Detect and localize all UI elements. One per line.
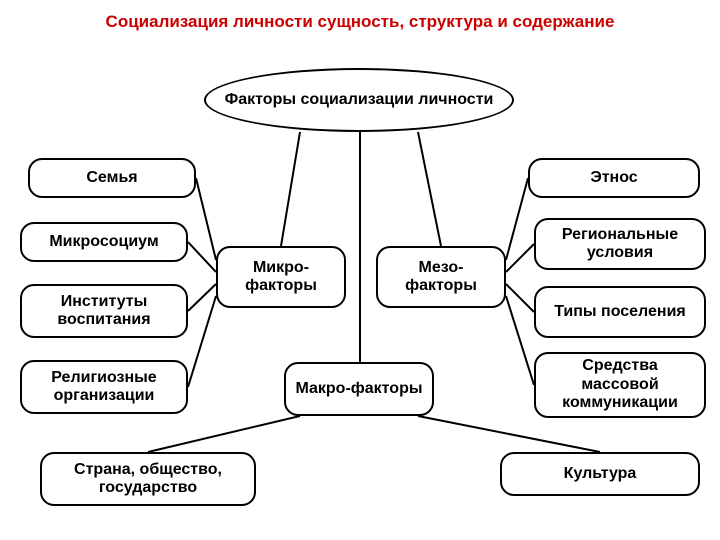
page-title: Социализация личности сущность, структур…	[0, 12, 720, 32]
label-bottom-right: Культура	[564, 465, 637, 483]
label-left1: Семья	[86, 169, 137, 187]
label-left2: Микросоциум	[49, 233, 158, 251]
label-bottom-left: Страна, общество, государство	[48, 461, 248, 498]
box-bottom-left: Страна, общество, государство	[40, 452, 256, 506]
label-mid-right: Мезо-факторы	[384, 259, 498, 296]
box-right3: Типы поселения	[534, 286, 706, 338]
box-left4: Религиозные организации	[20, 360, 188, 414]
box-left3: Институты воспитания	[20, 284, 188, 338]
label-right3: Типы поселения	[554, 303, 685, 321]
label-left3: Институты воспитания	[28, 293, 180, 330]
box-right2: Региональные условия	[534, 218, 706, 270]
label-right2: Региональные условия	[542, 226, 698, 263]
box-right1: Этнос	[528, 158, 700, 198]
box-mid-right: Мезо-факторы	[376, 246, 506, 308]
box-left2: Микросоциум	[20, 222, 188, 262]
main-ellipse-label: Факторы социализации личности	[225, 91, 494, 109]
label-left4: Религиозные организации	[28, 369, 180, 406]
box-right4: Средства массовой коммуникации	[534, 352, 706, 418]
box-bottom-right: Культура	[500, 452, 700, 496]
label-mid-left: Микро-факторы	[224, 259, 338, 296]
box-mid-bottom: Макро-факторы	[284, 362, 434, 416]
label-right4: Средства массовой коммуникации	[542, 357, 698, 412]
box-left1: Семья	[28, 158, 196, 198]
main-ellipse: Факторы социализации личности	[204, 68, 514, 132]
label-mid-bottom: Макро-факторы	[295, 380, 422, 398]
box-mid-left: Микро-факторы	[216, 246, 346, 308]
label-right1: Этнос	[590, 169, 637, 187]
